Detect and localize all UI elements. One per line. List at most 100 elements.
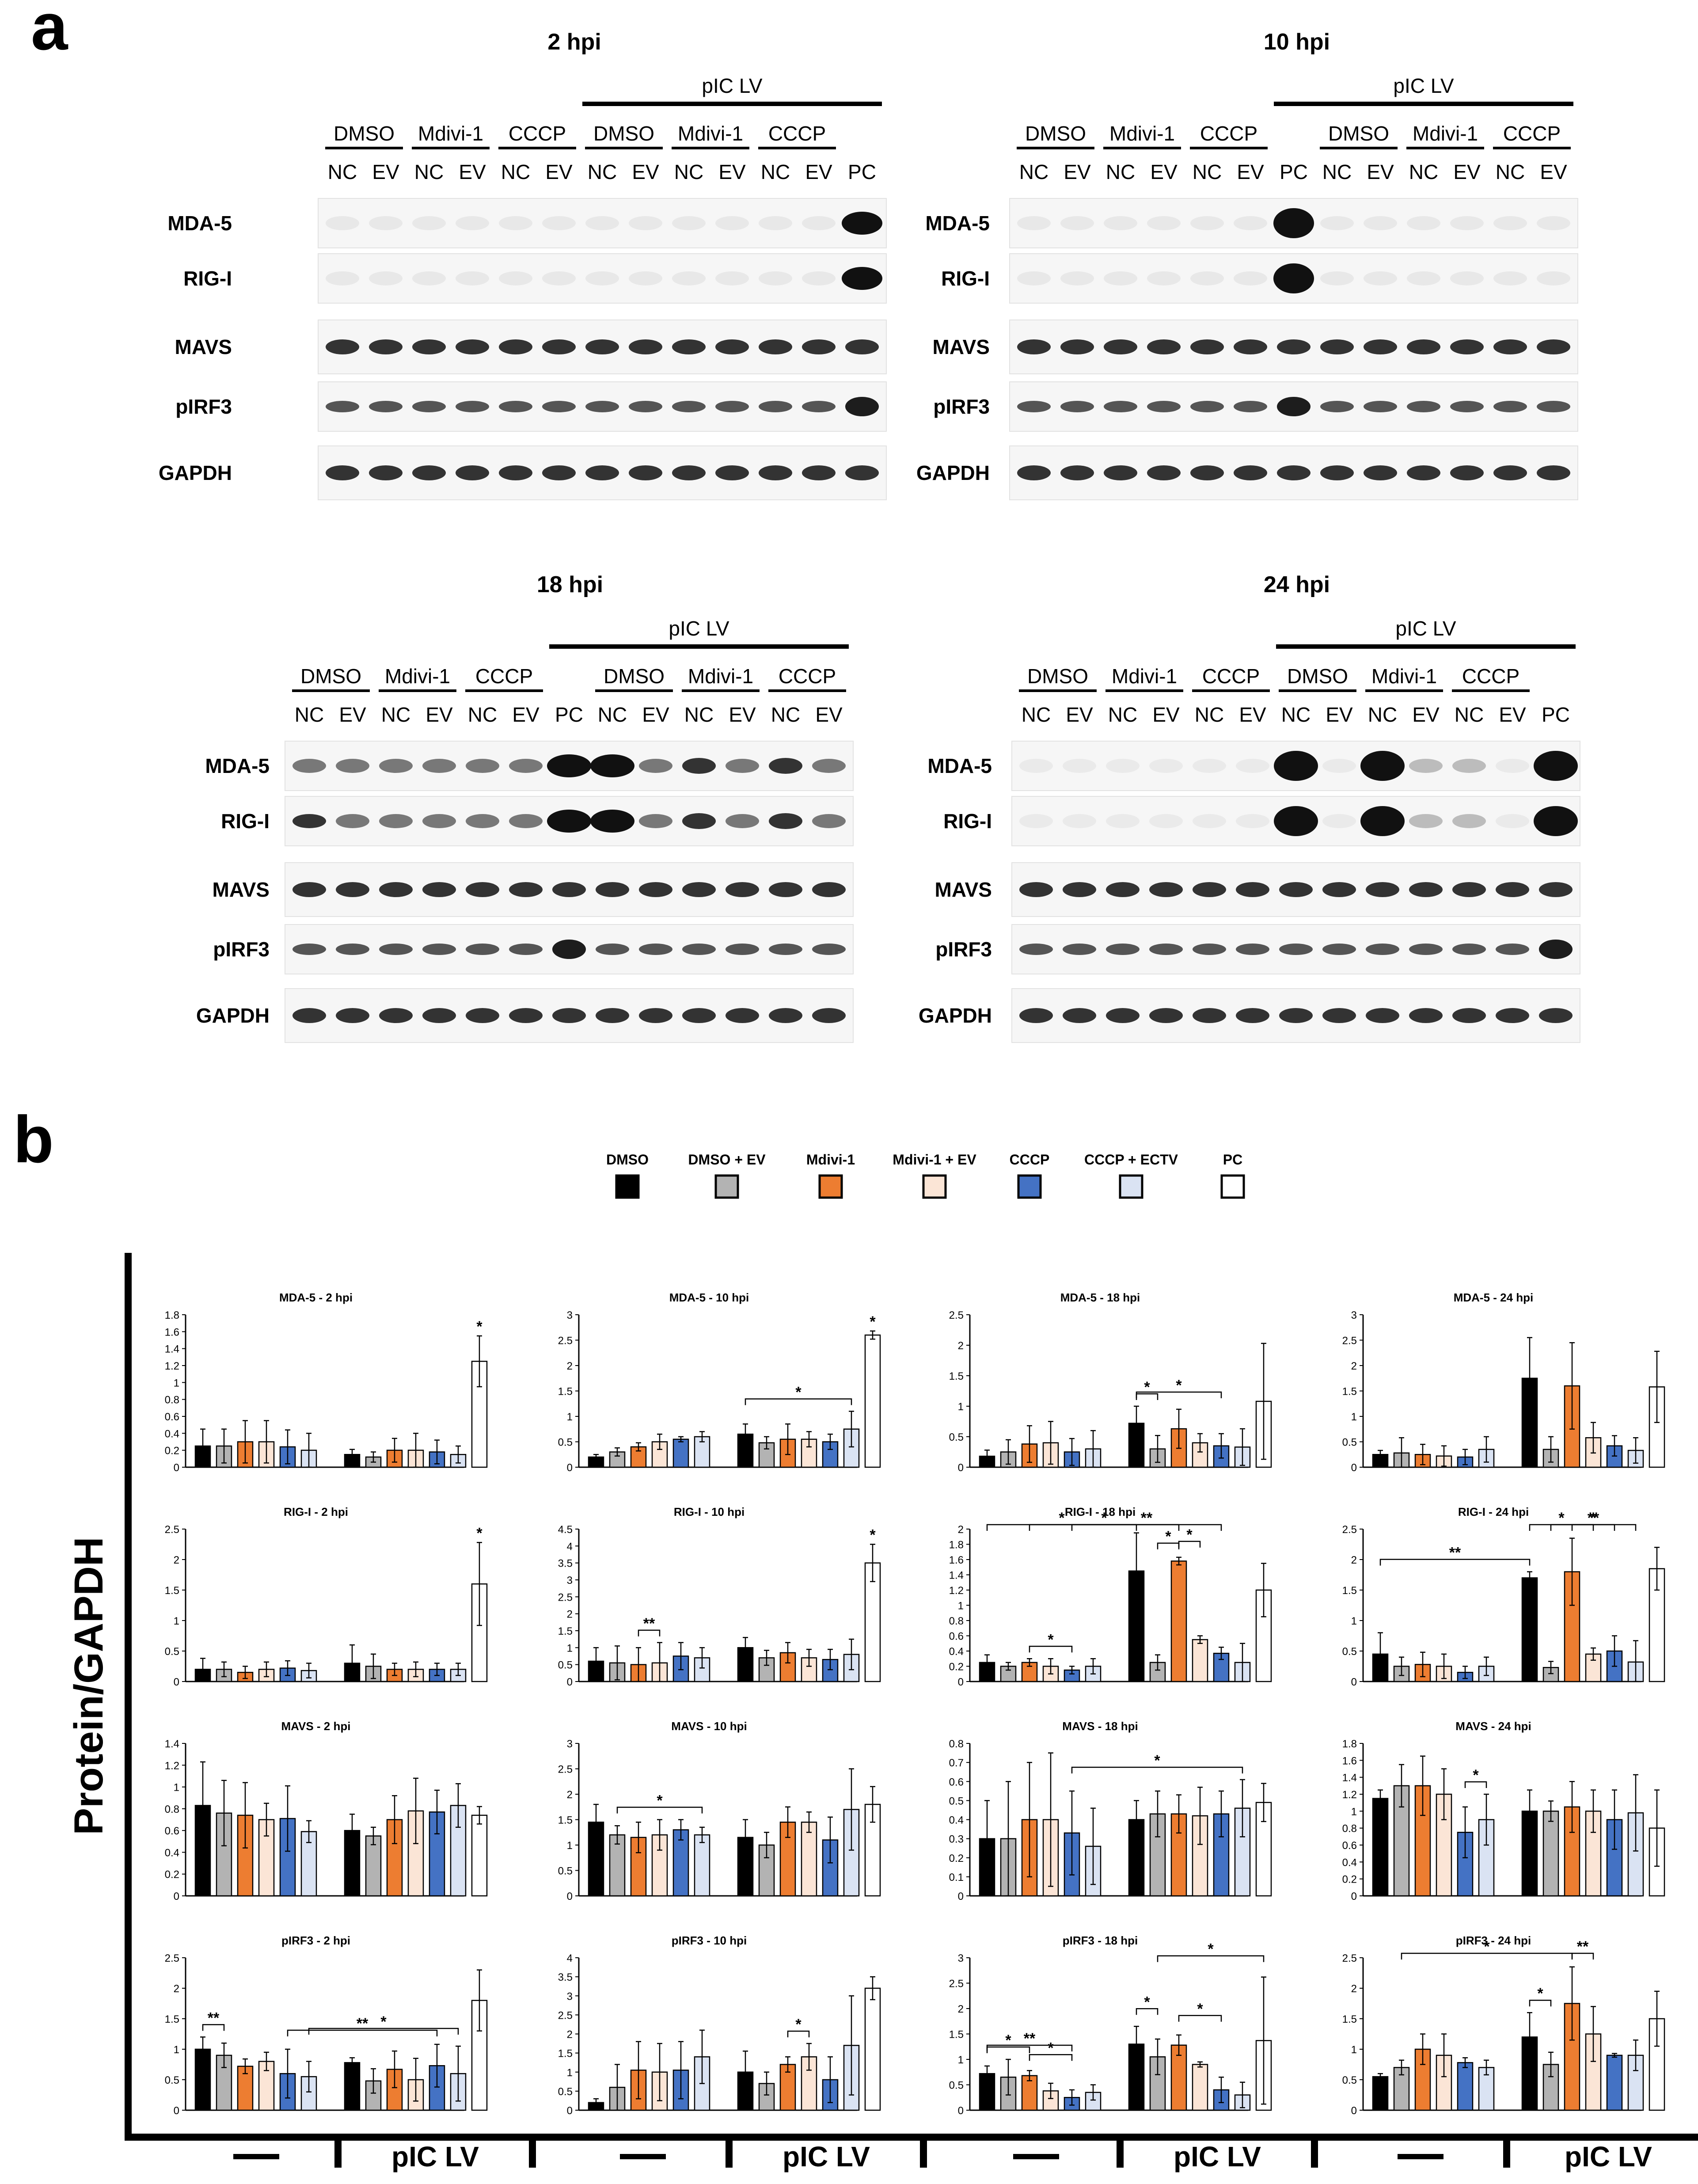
band	[1496, 1008, 1529, 1023]
significance-label: **	[208, 2009, 220, 2026]
band	[369, 465, 403, 480]
group-label: Mdivi-1	[1109, 122, 1175, 145]
y-tick-label: 0.5	[949, 1795, 964, 1807]
bar	[471, 1815, 488, 1897]
band	[1537, 271, 1570, 285]
band	[1106, 759, 1140, 773]
lane-label: NC	[684, 703, 714, 726]
band	[1364, 339, 1397, 354]
y-tick-label: 2.5	[165, 1952, 179, 1964]
y-tick-label: 0.4	[949, 1646, 964, 1658]
y-tick-label: 0.8	[1342, 1823, 1357, 1835]
band	[422, 814, 456, 828]
band	[1322, 1008, 1356, 1023]
band	[1493, 465, 1527, 480]
y-tick-label: 0.1	[949, 1872, 964, 1883]
band	[802, 339, 836, 354]
y-tick-label: 1	[1351, 2044, 1357, 2056]
band	[802, 401, 836, 412]
y-tick-label: 0.5	[1342, 1437, 1357, 1449]
significance-label: *	[1101, 1510, 1107, 1526]
chart-title: MAVS - 18 hpi	[1062, 1720, 1138, 1733]
group-label: DMSO	[1025, 122, 1086, 145]
y-tick-label: 2.5	[1342, 1524, 1357, 1536]
band	[769, 944, 802, 955]
lane-label: EV	[1499, 703, 1526, 726]
band	[1320, 401, 1354, 412]
band	[1149, 759, 1183, 773]
y-tick-label: 0.6	[949, 1631, 964, 1643]
y-tick-label: 1.5	[558, 1625, 573, 1637]
band	[812, 944, 846, 955]
band	[326, 339, 359, 354]
band	[422, 1008, 456, 1023]
lane-label: NC	[1455, 703, 1484, 726]
band	[1149, 814, 1183, 828]
band	[1019, 944, 1053, 955]
pic-lv-group-label: pIC LV	[783, 2141, 870, 2173]
band	[585, 401, 619, 412]
group-label: DMSO	[604, 665, 665, 688]
band	[812, 814, 846, 828]
y-tick-label: 0.5	[949, 1431, 964, 1443]
y-tick-label: 0.4	[165, 1847, 179, 1859]
band	[682, 758, 716, 774]
y-tick-label: 0.5	[949, 2080, 964, 2092]
band	[590, 754, 634, 777]
band	[726, 814, 759, 828]
y-tick-label: 1.8	[165, 1309, 179, 1321]
band	[1407, 271, 1440, 285]
chart-title: RIG-I - 10 hpi	[674, 1505, 745, 1518]
y-tick-label: 2.5	[949, 1978, 964, 1990]
band	[412, 271, 446, 285]
bar	[737, 1647, 754, 1682]
significance-bracket	[1136, 1391, 1222, 1398]
y-tick-label: 1	[1351, 1411, 1357, 1423]
group-label: CCCP	[475, 665, 533, 688]
y-tick-label: 3	[567, 1738, 573, 1750]
band	[1360, 806, 1405, 836]
band	[547, 754, 591, 777]
band	[1236, 882, 1269, 897]
significance-label: *	[1005, 2032, 1011, 2049]
band	[1496, 814, 1529, 828]
band	[422, 759, 456, 773]
legend-label: DMSO + EV	[688, 1152, 766, 1168]
y-tick-label: 1	[567, 1642, 573, 1654]
protein-label: MAVS	[935, 878, 992, 901]
band	[629, 465, 662, 480]
band	[1493, 216, 1527, 230]
bar	[344, 2062, 361, 2111]
significance-bracket	[308, 2028, 459, 2035]
y-tick-label: 2	[1351, 1983, 1357, 1995]
significance-label: **	[1588, 1510, 1599, 1526]
legend-swatch	[1119, 1174, 1143, 1199]
y-tick-label: 2.5	[558, 1764, 573, 1776]
group-label: DMSO	[1287, 665, 1348, 688]
y-tick-label: 4	[567, 1541, 573, 1552]
band	[639, 882, 672, 897]
blot-10hpi: 10 hpi pIC LV DMSO Mdivi-1 CCCP DMSO Mdivi-1 CC…	[916, 29, 1578, 500]
significance-bracket	[616, 1807, 703, 1814]
significance-bracket	[287, 2029, 438, 2036]
y-tick-label: 1.8	[949, 1539, 964, 1551]
lane-label: PC	[1280, 160, 1308, 183]
bar	[672, 1829, 689, 1897]
legend-swatch	[714, 1174, 739, 1199]
band	[542, 216, 576, 230]
y-tick-label: 0.3	[949, 1834, 964, 1845]
y-tick-label: 1.2	[1342, 1789, 1357, 1801]
bar	[344, 1454, 361, 1468]
band	[1277, 397, 1311, 416]
y-tick-label: 0.5	[1342, 2074, 1357, 2086]
band	[726, 944, 759, 955]
y-tick-label: 1.5	[558, 1386, 573, 1398]
band	[379, 944, 413, 955]
band	[1017, 465, 1051, 480]
protein-label: RIG-I	[943, 810, 992, 833]
band	[1537, 465, 1570, 480]
lane-label: EV	[815, 703, 843, 726]
